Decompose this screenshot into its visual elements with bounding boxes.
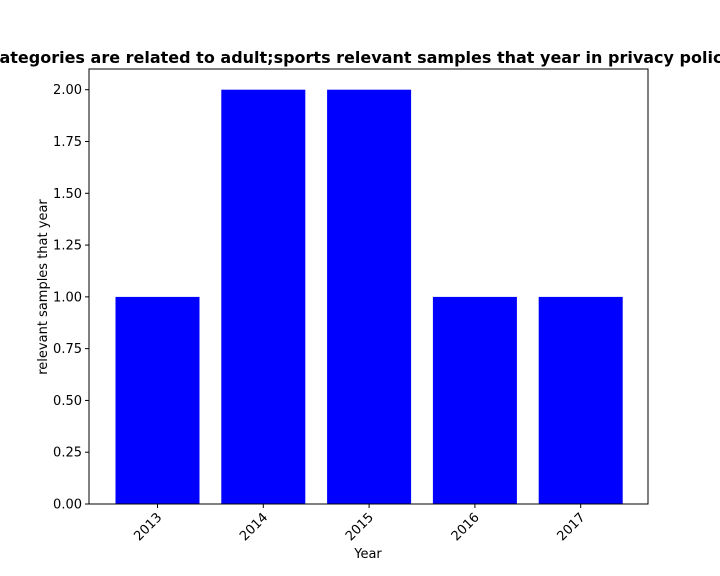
y-axis-label: relevant samples that year <box>36 199 51 375</box>
y-tick-label: 0.25 <box>53 446 82 461</box>
y-axis: 0.00 0.25 0.50 0.75 1.00 1.25 1.50 1.75 2.00 <box>53 83 89 513</box>
bar-2013 <box>115 296 200 504</box>
chart-title: Categories are related to adult;sports r… <box>0 48 720 67</box>
y-tick-label: 2.00 <box>53 83 82 98</box>
y-tick-label: 1.75 <box>53 135 82 150</box>
bars-group <box>115 89 623 504</box>
bar-2016 <box>432 296 517 504</box>
x-axis-label: Year <box>353 547 382 562</box>
plot-frame <box>88 68 649 505</box>
y-tick-label: 1.50 <box>53 187 82 202</box>
y-tick-label: 0.75 <box>53 342 82 357</box>
y-tick-label: 0.50 <box>53 394 82 409</box>
y-tick-label: 0.00 <box>53 498 82 513</box>
bar-2014 <box>221 89 306 504</box>
bar-2017 <box>538 296 623 504</box>
y-tick-label: 1.00 <box>53 290 82 305</box>
y-tick-label: 1.25 <box>53 239 82 254</box>
bar-2015 <box>327 89 412 504</box>
